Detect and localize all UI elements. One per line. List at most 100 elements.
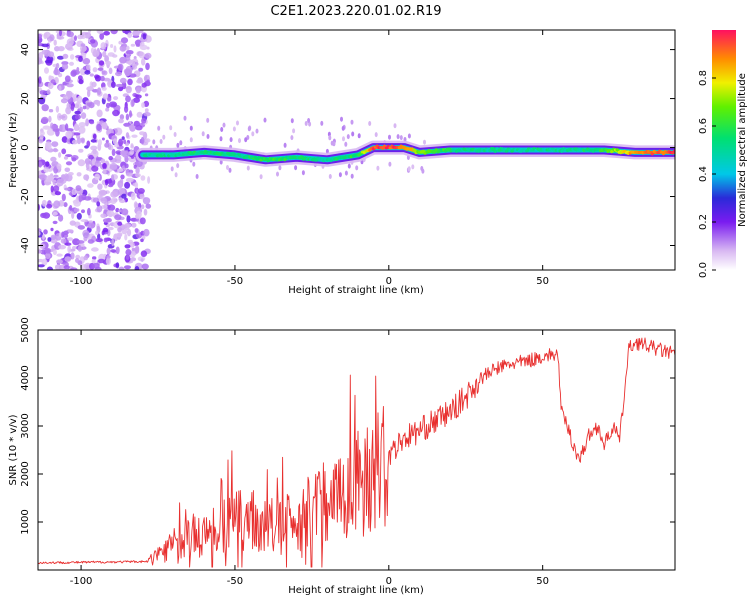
noise-speckle [64, 187, 71, 191]
noise-speckle [83, 255, 89, 261]
colorbar-tick-label: 0.2 [698, 214, 709, 230]
noise-speckle [120, 37, 129, 44]
noise-speckle [77, 34, 83, 40]
noise-speckle [135, 94, 142, 99]
noise-speckle [38, 160, 43, 168]
noise-speckle [114, 214, 122, 221]
noise-speckle [38, 264, 45, 268]
noise-speckle [110, 249, 117, 253]
noise-speckle [134, 160, 143, 168]
noise-speckle [124, 142, 130, 146]
noise-speckle [81, 138, 85, 144]
noise-speckle [51, 179, 57, 183]
noise-speckle [76, 172, 82, 177]
noise-speckle [41, 116, 49, 124]
noise-speckle [101, 137, 105, 141]
noise-speckle [72, 238, 80, 246]
noise-speckle [62, 53, 69, 59]
faint-speckle [206, 117, 210, 123]
faint-speckle [251, 131, 255, 137]
noise-speckle [102, 51, 107, 58]
noise-speckle [110, 44, 114, 48]
y-tick-label: 5000 [20, 317, 31, 342]
noise-speckle [68, 172, 74, 176]
noise-speckle [96, 123, 102, 131]
noise-speckle [109, 101, 117, 108]
noise-speckle [106, 210, 115, 217]
noise-speckle [99, 32, 105, 40]
noise-speckle [130, 143, 134, 148]
noise-speckle [101, 86, 107, 91]
faint-speckle [192, 161, 196, 167]
noise-speckle [141, 204, 145, 210]
noise-speckle [102, 168, 107, 175]
noise-speckle [66, 83, 74, 88]
faint-speckle [290, 118, 294, 124]
noise-speckle [102, 93, 109, 100]
noise-speckle [75, 254, 81, 259]
noise-speckle [131, 134, 138, 138]
faint-speckle [368, 121, 372, 126]
noise-speckle [47, 81, 54, 90]
faint-speckle [173, 132, 177, 137]
faint-speckle [290, 135, 294, 141]
faint-speckle [176, 163, 180, 169]
noise-speckle [87, 183, 94, 188]
colorbar: 0.0 0.2 0.4 0.6 0.8 Normalized spectral ampl… [698, 30, 748, 278]
noise-speckle [108, 67, 113, 75]
noise-speckle [118, 118, 124, 124]
noise-speckle [44, 247, 51, 254]
faint-speckle [328, 174, 332, 179]
noise-speckle [53, 185, 60, 193]
noise-speckle [94, 160, 102, 167]
noise-speckle [115, 71, 122, 77]
faint-speckle [423, 139, 426, 145]
noise-speckle [87, 222, 95, 229]
noise-speckle [119, 56, 127, 64]
faint-speckle [244, 137, 248, 143]
noise-speckle [74, 114, 81, 120]
noise-speckle [128, 125, 134, 129]
faint-speckle [399, 135, 403, 141]
noise-speckle [123, 139, 127, 144]
noise-speckle [74, 35, 77, 41]
noise-speckle [120, 178, 124, 184]
noise-speckle [127, 78, 133, 86]
noise-speckle [51, 141, 59, 148]
noise-speckle [70, 70, 77, 77]
noise-speckle [111, 238, 115, 247]
noise-speckle [61, 61, 69, 66]
noise-speckle [126, 228, 132, 237]
noise-speckle [98, 60, 105, 66]
x-tick-label: -50 [227, 276, 243, 287]
noise-speckle [78, 148, 84, 153]
noise-speckle [112, 138, 118, 145]
noise-speckle [81, 209, 85, 214]
noise-speckle [117, 63, 124, 71]
noise-speckle [92, 197, 100, 203]
noise-speckle [96, 205, 103, 213]
noise-speckle [48, 115, 52, 123]
noise-speckle [139, 41, 145, 47]
noise-speckle [118, 197, 123, 201]
noise-speckle [59, 124, 67, 133]
noise-speckle [142, 33, 147, 40]
noise-speckle [125, 113, 130, 121]
noise-speckle [86, 102, 92, 107]
noise-speckle [130, 257, 137, 262]
noise-speckle [140, 175, 146, 181]
ridge-core [493, 148, 499, 153]
x-tick-label: 50 [536, 276, 549, 287]
noise-speckle [87, 89, 91, 98]
noise-speckle [121, 136, 125, 141]
noise-speckle [141, 82, 147, 88]
noise-speckle [144, 52, 152, 59]
noise-speckle [46, 266, 53, 270]
noise-speckle [136, 79, 144, 84]
noise-speckle [57, 46, 65, 52]
figure-title: C2E1.2023.220.01.02.R19 [270, 4, 441, 19]
faint-speckle [263, 117, 267, 123]
noise-speckle [97, 183, 103, 190]
y-tick-label: 40 [20, 43, 31, 56]
noise-speckle [57, 113, 62, 121]
